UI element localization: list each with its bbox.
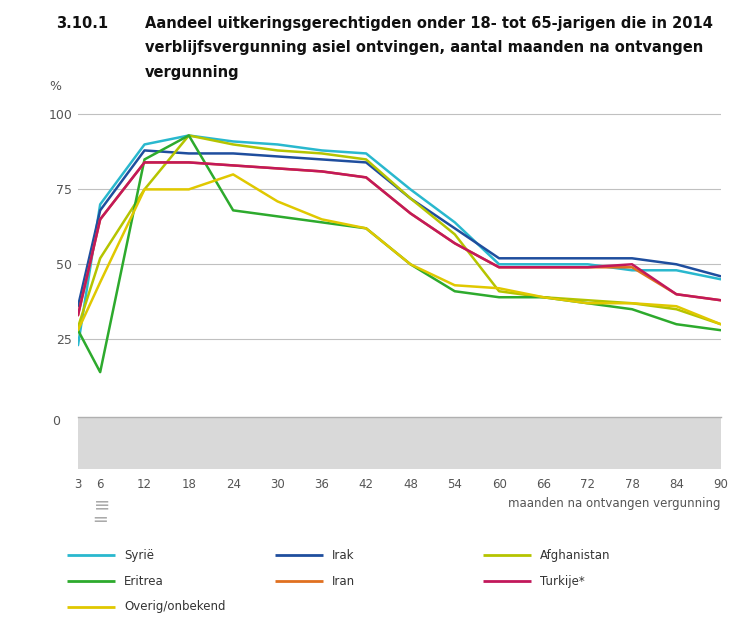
Text: Syrië: Syrië [124, 549, 154, 562]
Text: Irak: Irak [332, 549, 354, 562]
Text: Overig/onbekend: Overig/onbekend [124, 600, 226, 613]
Text: ≡
═: ≡ ═ [94, 495, 111, 530]
Text: Aandeel uitkeringsgerechtigden onder 18- tot 65-jarigen die in 2014: Aandeel uitkeringsgerechtigden onder 18-… [145, 16, 713, 31]
Text: 3.10.1: 3.10.1 [56, 16, 108, 31]
Text: Eritrea: Eritrea [124, 575, 163, 587]
Text: vergunning: vergunning [145, 65, 239, 80]
Text: 0: 0 [52, 415, 60, 428]
Text: Afghanistan: Afghanistan [540, 549, 611, 562]
Text: maanden na ontvangen vergunning: maanden na ontvangen vergunning [508, 497, 721, 510]
Text: Turkije*: Turkije* [540, 575, 585, 587]
Text: %: % [49, 80, 61, 93]
Text: verblijfsvergunning asiel ontvingen, aantal maanden na ontvangen: verblijfsvergunning asiel ontvingen, aan… [145, 40, 703, 55]
Text: Iran: Iran [332, 575, 355, 587]
